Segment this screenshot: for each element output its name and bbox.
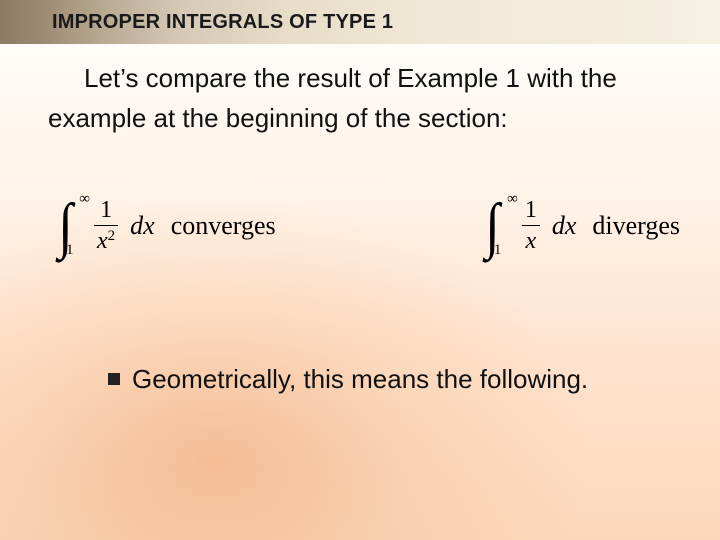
fraction-bar-left bbox=[94, 225, 118, 226]
denom-base-right: x bbox=[526, 228, 537, 254]
page-title: IMPROPER INTEGRALS OF TYPE 1 bbox=[52, 11, 393, 34]
lead-paragraph: Let’s compare the result of Example 1 wi… bbox=[48, 58, 680, 139]
differential-right: dx bbox=[552, 211, 577, 241]
denom-exp-left: 2 bbox=[108, 228, 116, 244]
integral-upper-right: ∞ bbox=[507, 191, 518, 208]
fraction-right: 1 x bbox=[522, 198, 540, 254]
differential-left: dx bbox=[130, 211, 155, 241]
numerator-left: 1 bbox=[97, 198, 115, 223]
verdict-left: converges bbox=[171, 211, 276, 241]
numerator-right: 1 bbox=[522, 198, 540, 223]
integral-lower-right: 1 bbox=[494, 242, 502, 259]
denom-base-left: x bbox=[97, 228, 108, 254]
integral-sign-right: ∫ ∞ 1 bbox=[476, 195, 510, 257]
integral-upper-left: ∞ bbox=[79, 191, 90, 208]
integral-sign-left: ∫ ∞ 1 bbox=[48, 195, 82, 257]
denominator-right: x bbox=[523, 228, 540, 254]
denominator-left: x2 bbox=[94, 228, 118, 254]
bullet-text: Geometrically, this means the following. bbox=[132, 364, 588, 395]
bullet-line: Geometrically, this means the following. bbox=[108, 364, 660, 395]
fraction-left: 1 x2 bbox=[94, 198, 118, 254]
verdict-right: diverges bbox=[592, 211, 680, 241]
integral-lower-left: 1 bbox=[66, 242, 74, 259]
bullet-square-icon bbox=[108, 373, 120, 385]
equation-row: ∫ ∞ 1 1 x2 dx converges ∫ ∞ 1 1 x dx div… bbox=[48, 186, 680, 266]
equation-right: ∫ ∞ 1 1 x dx diverges bbox=[476, 195, 680, 257]
fraction-bar-right bbox=[522, 225, 540, 226]
equation-left: ∫ ∞ 1 1 x2 dx converges bbox=[48, 195, 276, 257]
